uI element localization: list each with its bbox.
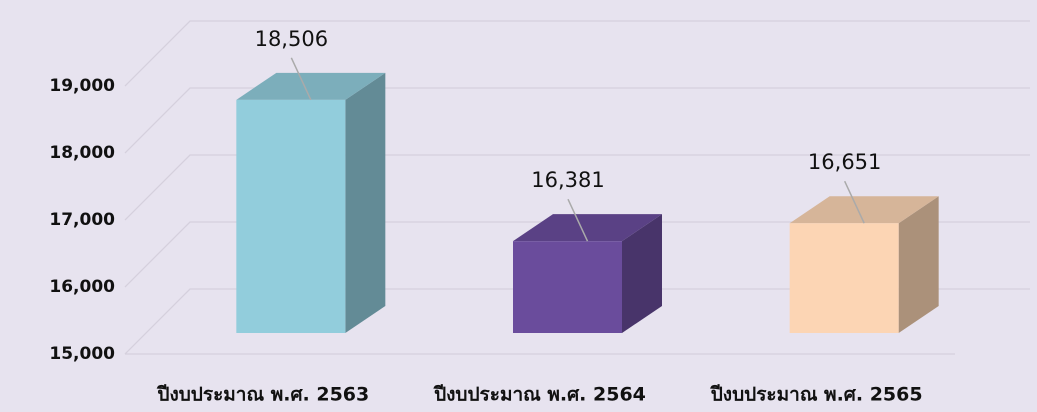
grid-line <box>124 154 1030 221</box>
y-tick-label: 18,000 <box>49 143 115 163</box>
value-label: 16,381 <box>531 168 604 192</box>
leader-line <box>567 198 589 242</box>
bar-top <box>236 72 386 100</box>
grid-line <box>124 288 1030 355</box>
x-tick-label: ปีงบประมาณ พ.ศ. 2564 <box>433 384 646 406</box>
bar-top <box>513 214 662 242</box>
y-tick-label: 15,000 <box>49 344 115 364</box>
bar-side <box>898 196 939 333</box>
leader-line <box>290 57 312 101</box>
x-tick-label: ปีงบประมาณ พ.ศ. 2563 <box>157 384 370 406</box>
bar-side <box>345 72 386 333</box>
bar <box>513 241 622 333</box>
leader-line <box>843 180 865 224</box>
x-tick-label: ปีงบประมาณ พ.ศ. 2565 <box>710 384 923 406</box>
bar <box>789 223 899 333</box>
bar-top <box>789 196 939 224</box>
bar <box>236 99 346 333</box>
grid-line <box>124 20 1030 87</box>
y-tick-label: 17,000 <box>49 210 115 230</box>
y-tick-label: 19,000 <box>49 76 115 96</box>
bar-side <box>622 214 662 333</box>
grid-line <box>124 87 1030 154</box>
value-label: 16,651 <box>808 150 881 174</box>
grid-line <box>124 221 1030 288</box>
value-label: 18,506 <box>255 27 328 51</box>
y-tick-label: 16,000 <box>49 277 115 297</box>
